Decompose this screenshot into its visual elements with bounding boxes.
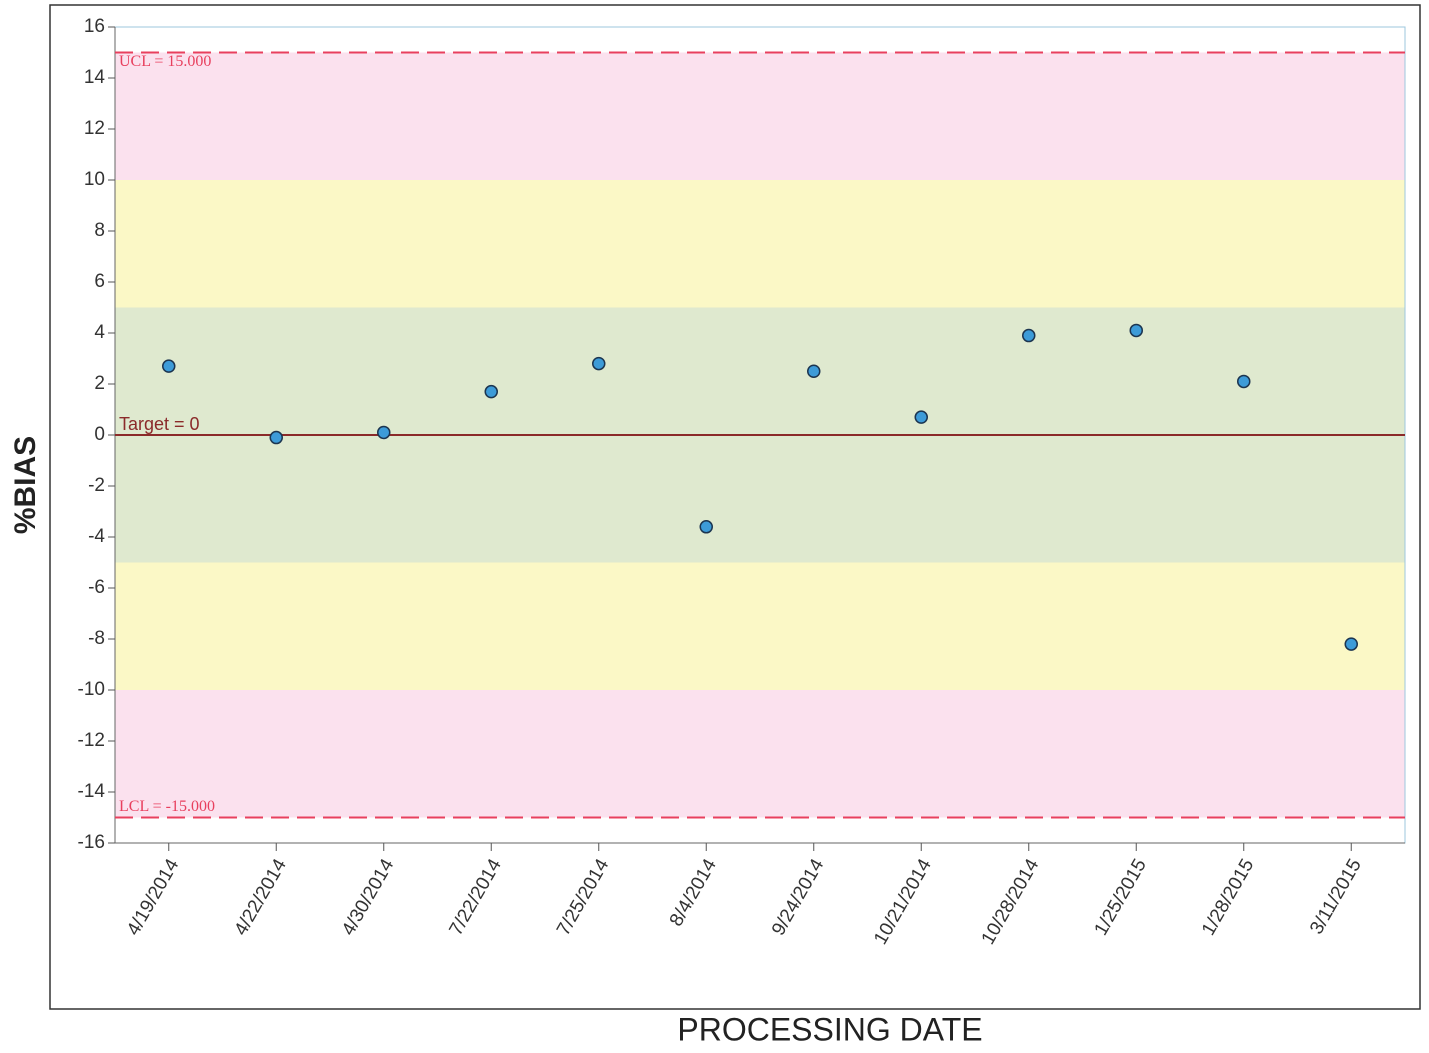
x-tick-label: 7/22/2014 [445,855,506,939]
zone-band [115,52,1405,180]
x-tick-label: 1/25/2015 [1090,856,1150,940]
data-point [484,384,498,399]
control-line-label: Target = 0 [119,414,200,434]
y-tick-label: 12 [84,118,105,139]
y-tick-label: 2 [94,373,105,394]
y-tick-label: 4 [94,322,105,343]
y-tick-label: -12 [78,730,105,751]
y-tick-label: -14 [78,781,106,802]
control-line-label: UCL = 15.000 [119,53,211,70]
data-point [699,520,713,534]
data-point [1237,374,1251,389]
y-axis-title: %BIAS [9,436,42,534]
y-tick-label: -2 [88,475,105,496]
x-tick-label: 8/4/2014 [666,855,721,930]
y-tick-label: 10 [84,169,105,190]
x-tick-label: 4/30/2014 [338,855,399,939]
x-tick-label: 1/28/2015 [1198,856,1258,940]
x-tick-label: 10/28/2014 [978,855,1044,948]
chart-frame [49,4,1421,1010]
data-point [377,425,391,440]
x-tick-label: 3/11/2015 [1306,856,1366,938]
x-axis-title: PROCESSING DATE [677,1011,982,1047]
data-point [269,430,283,445]
data-point [592,356,606,371]
zone-band [115,180,1405,308]
y-tick-label: -4 [88,526,105,547]
y-tick-label: 6 [94,271,105,292]
control-line-label: LCL = -15.000 [119,798,215,815]
x-tick-label: 9/24/2014 [768,855,829,939]
y-tick-label: 14 [84,67,106,88]
data-point [914,410,928,424]
y-tick-label: -16 [78,832,105,853]
data-point [1129,323,1143,338]
y-tick-label: -8 [88,628,105,649]
x-tick-label: 4/19/2014 [123,855,184,939]
x-tick-label: 7/25/2014 [553,855,614,939]
y-tick-label: 8 [94,220,105,241]
y-tick-label: -6 [88,577,105,598]
zone-band [115,562,1405,690]
zone-band [115,690,1405,818]
data-point [1344,637,1358,651]
x-tick-label: 4/22/2014 [230,855,291,939]
y-tick-label: 0 [94,424,105,445]
y-tick-label: 16 [84,16,105,37]
x-tick-label: 10/21/2014 [870,855,936,948]
data-point [162,359,176,373]
data-point [807,364,821,378]
data-point [1022,328,1036,343]
y-tick-label: -10 [78,679,105,700]
